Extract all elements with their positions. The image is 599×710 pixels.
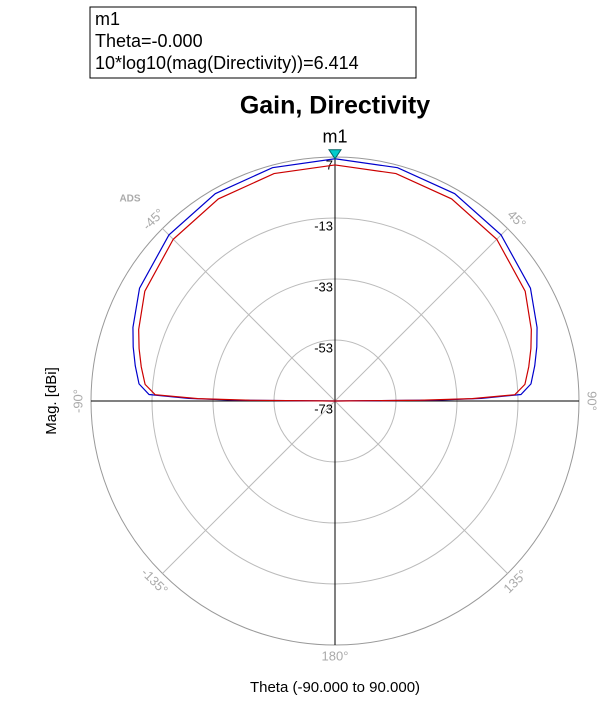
y-axis-label: Mag. [dBi] <box>43 367 60 435</box>
r-tick-label: -13 <box>314 218 333 233</box>
marker-box-line: 10*log10(mag(Directivity))=6.414 <box>95 53 359 73</box>
marker <box>328 149 342 160</box>
x-axis-label: Theta (-90.000 to 90.000) <box>250 679 420 696</box>
marker-box <box>89 6 417 79</box>
marker-box-line: Theta=-0.000 <box>95 31 203 51</box>
grid-spoke <box>162 400 336 574</box>
angle-tick-label: 45° <box>505 207 530 232</box>
angle-tick-label: 180° <box>322 648 349 663</box>
angle-tick-label: 90° <box>585 391 599 411</box>
chart-title: Gain, Directivity <box>240 92 430 120</box>
r-tick-label: -53 <box>314 340 333 355</box>
grid-spoke <box>334 228 508 402</box>
watermark: ADS <box>119 194 140 205</box>
r-tick-label: -33 <box>314 279 333 294</box>
series-line <box>138 164 532 402</box>
grid-spoke <box>162 228 336 402</box>
r-tick-label: 7 <box>326 157 333 172</box>
marker-label: m1 <box>322 127 347 147</box>
grid-spoke <box>334 400 508 574</box>
marker-box-line: m1 <box>95 9 120 29</box>
r-tick-label: -73 <box>314 401 333 416</box>
angle-tick-label: -90° <box>70 389 85 413</box>
